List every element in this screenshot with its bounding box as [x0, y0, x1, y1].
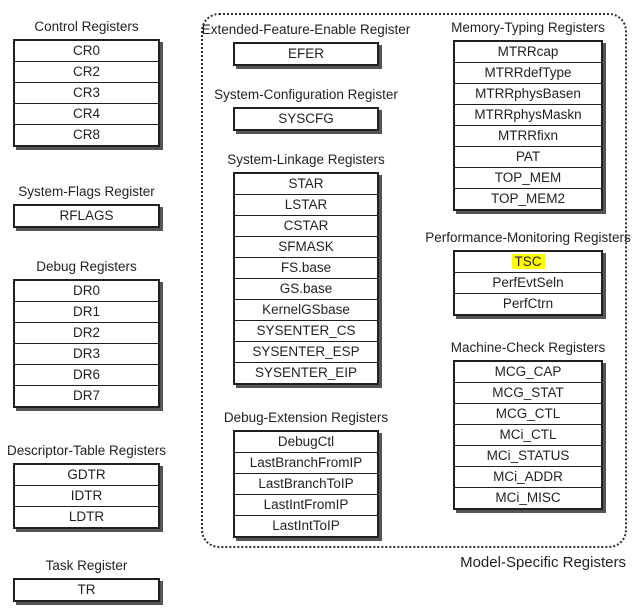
group-performance-monitoring-registers: Performance-Monitoring Registers TSC Per… [425, 230, 631, 316]
register-cell-perfctrn: PerfCtrn [455, 293, 601, 314]
register-cell-lstar: LSTAR [235, 194, 377, 215]
register-cell-fs-base: FS.base [235, 257, 377, 278]
group-title: Machine-Check Registers [450, 340, 606, 355]
register-cell-top-mem: TOP_MEM [455, 167, 601, 188]
group-title: Extended-Feature-Enable Register [201, 22, 411, 37]
register-cell-perfevtseln: PerfEvtSeln [455, 272, 601, 293]
register-cell-cr3: CR3 [15, 82, 158, 103]
register-box: CR0 CR2 CR3 CR4 CR8 [13, 39, 160, 147]
group-title: System-Flags Register [18, 184, 155, 199]
register-box: DebugCtl LastBranchFromIP LastBranchToIP… [233, 430, 379, 538]
group-descriptor-table-registers: Descriptor-Table Registers GDTR IDTR LDT… [6, 443, 167, 529]
register-cell-dr7: DR7 [15, 385, 158, 406]
register-cell-cr4: CR4 [15, 103, 158, 124]
register-cell-mtrrdeftype: MTRRdefType [455, 62, 601, 83]
group-title: Task Register [45, 558, 128, 573]
register-cell-star: STAR [288, 176, 324, 191]
register-box: TSC PerfEvtSeln PerfCtrn [453, 250, 603, 316]
group-title: Memory-Typing Registers [451, 20, 605, 35]
group-task-register: Task Register TR [13, 558, 160, 602]
register-cell-sysenter-esp: SYSENTER_ESP [235, 341, 377, 362]
register-cell-dr1: DR1 [15, 301, 158, 322]
group-memory-typing-registers: Memory-Typing Registers MTRRcap MTRRdefT… [451, 20, 605, 211]
register-cell-debugctl: DebugCtl [277, 434, 335, 449]
register-box: SYSCFG [233, 107, 379, 131]
register-cell-dr0: DR0 [72, 283, 100, 298]
register-cell-syscfg: SYSCFG [278, 111, 334, 126]
register-box: MTRRcap MTRRdefType MTRRphysBasen MTRRph… [453, 40, 603, 211]
register-cell-mtrrphysbasen: MTRRphysBasen [455, 83, 601, 104]
register-cell-tr: TR [77, 582, 96, 597]
register-cell-efer: EFER [287, 46, 324, 61]
register-cell-cstar: CSTAR [235, 215, 377, 236]
register-cell-mcg-ctl: MCG_CTL [455, 403, 601, 424]
tsc-highlight: TSC [511, 254, 545, 269]
register-cell-cr8: CR8 [15, 124, 158, 145]
group-debug-registers: Debug Registers DR0 DR1 DR2 DR3 DR6 DR7 [13, 259, 160, 408]
register-box: EFER [233, 42, 379, 66]
group-title: Control Registers [34, 19, 139, 34]
group-title: Debug-Extension Registers [223, 410, 389, 425]
group-title: Descriptor-Table Registers [6, 443, 167, 458]
register-cell-sfmask: SFMASK [235, 236, 377, 257]
model-specific-registers-outline [201, 13, 627, 548]
register-cell-mci-status: MCi_STATUS [455, 445, 601, 466]
group-system-flags-register: System-Flags Register RFLAGS [13, 184, 160, 228]
register-cell-mtrrphysmaskn: MTRRphysMaskn [455, 104, 601, 125]
register-cell-mci-ctl: MCi_CTL [455, 424, 601, 445]
register-cell-gdtr: GDTR [67, 467, 106, 482]
register-box: GDTR IDTR LDTR [13, 463, 160, 529]
register-cell-dr3: DR3 [15, 343, 158, 364]
register-cell-idtr: IDTR [15, 485, 158, 506]
model-specific-registers-label: Model-Specific Registers [460, 554, 626, 571]
register-cell-tsc: TSC [455, 252, 601, 272]
register-cell-dr2: DR2 [15, 322, 158, 343]
group-system-configuration-register: System-Configuration Register SYSCFG [214, 87, 398, 131]
register-cell-sysenter-eip: SYSENTER_EIP [235, 362, 377, 383]
group-title: System-Configuration Register [214, 87, 398, 102]
group-control-registers: Control Registers CR0 CR2 CR3 CR4 CR8 [13, 19, 160, 147]
group-title: Performance-Monitoring Registers [425, 230, 631, 245]
register-cell-lastintfromip: LastIntFromIP [235, 494, 377, 515]
register-cell-lastinttoip: LastIntToIP [235, 515, 377, 536]
register-cell-rflags: RFLAGS [59, 208, 114, 223]
register-cell-cr0: CR0 [72, 43, 100, 58]
register-cell-mtrrcap: MTRRcap [497, 44, 559, 59]
register-box: STAR LSTAR CSTAR SFMASK FS.base GS.base … [233, 172, 379, 385]
register-cell-kernelgsbase: KernelGSbase [235, 299, 377, 320]
register-box: TR [13, 578, 160, 602]
group-title: System-Linkage Registers [227, 152, 385, 167]
register-box: MCG_CAP MCG_STAT MCG_CTL MCi_CTL MCi_STA… [453, 360, 603, 510]
register-cell-pat: PAT [455, 146, 601, 167]
register-box: RFLAGS [13, 204, 160, 228]
register-cell-sysenter-cs: SYSENTER_CS [235, 320, 377, 341]
group-debug-extension-registers: Debug-Extension Registers DebugCtl LastB… [223, 410, 389, 538]
group-system-linkage-registers: System-Linkage Registers STAR LSTAR CSTA… [227, 152, 385, 385]
register-cell-mcg-stat: MCG_STAT [455, 382, 601, 403]
register-cell-ldtr: LDTR [15, 506, 158, 527]
group-extended-feature-enable-register: Extended-Feature-Enable Register EFER [201, 22, 411, 66]
register-cell-mcg-cap: MCG_CAP [494, 364, 562, 379]
register-cell-top-mem2: TOP_MEM2 [455, 188, 601, 209]
register-box: DR0 DR1 DR2 DR3 DR6 DR7 [13, 279, 160, 408]
register-cell-mtrrfixn: MTRRfixn [455, 125, 601, 146]
register-cell-lastbranchfromip: LastBranchFromIP [235, 452, 377, 473]
register-cell-cr2: CR2 [15, 61, 158, 82]
register-cell-lastbranchtoip: LastBranchToIP [235, 473, 377, 494]
group-title: Debug Registers [36, 259, 137, 274]
register-cell-dr6: DR6 [15, 364, 158, 385]
register-cell-mci-addr: MCi_ADDR [455, 466, 601, 487]
group-machine-check-registers: Machine-Check Registers MCG_CAP MCG_STAT… [450, 340, 606, 510]
register-cell-mci-misc: MCi_MISC [455, 487, 601, 508]
register-cell-gs-base: GS.base [235, 278, 377, 299]
